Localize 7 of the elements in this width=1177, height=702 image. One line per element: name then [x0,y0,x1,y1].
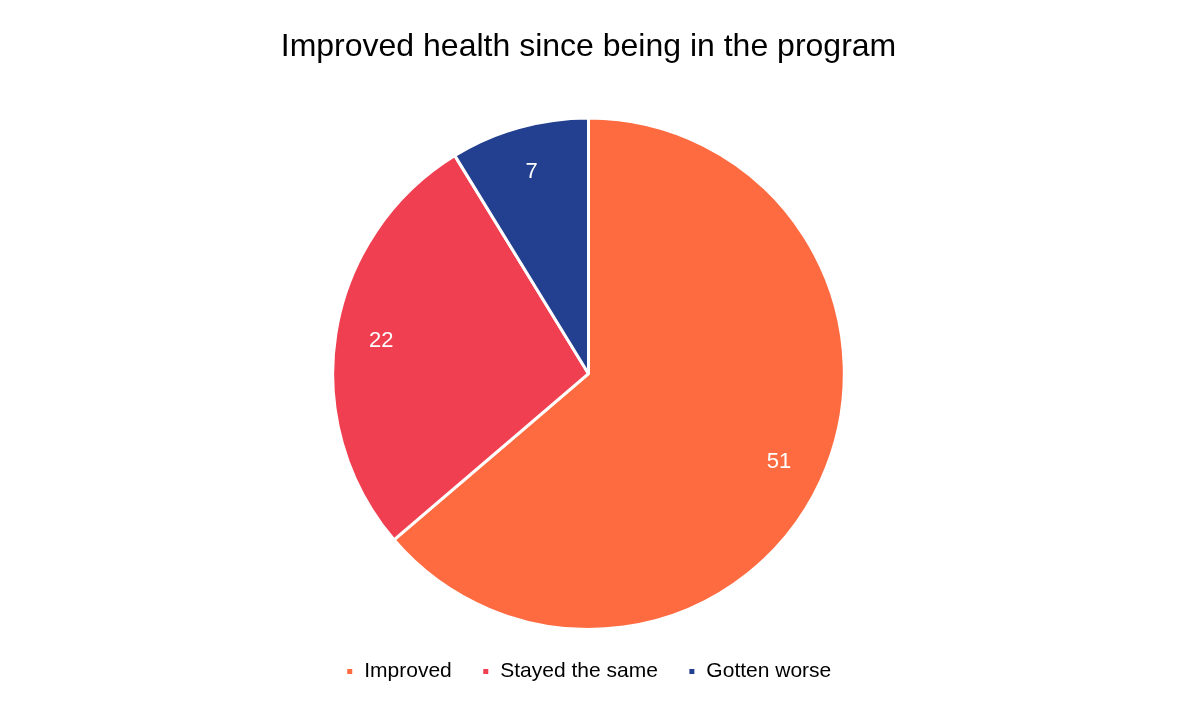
legend-label: Stayed the same [500,658,658,682]
legend-label: Gotten worse [706,658,832,682]
legend-label: Improved [364,658,452,682]
data-label: 51 [766,447,792,473]
chart-title: Improved health since being in the program [280,27,897,64]
data-label: 7 [525,157,538,183]
data-label: 22 [369,326,394,352]
